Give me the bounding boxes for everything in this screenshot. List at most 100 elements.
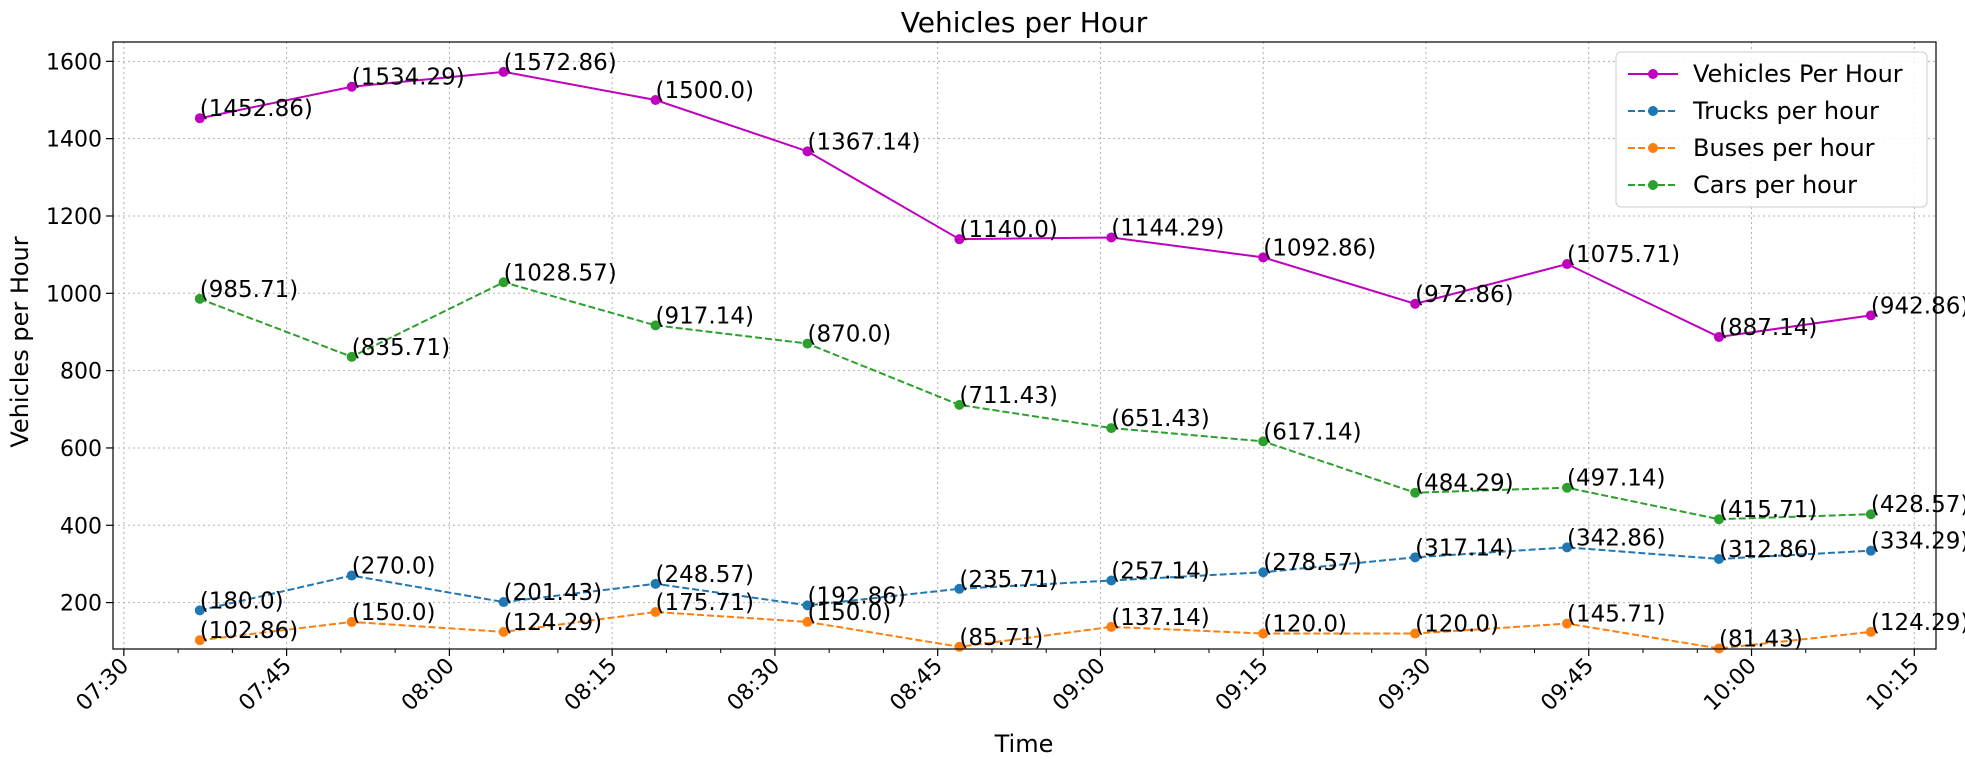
data-label: (124.29): [1871, 610, 1965, 636]
data-point: [1562, 618, 1573, 629]
data-point: [1106, 621, 1117, 632]
data-label: (201.43): [504, 580, 602, 606]
data-point: [346, 351, 357, 362]
data-label: (1367.14): [807, 129, 920, 155]
data-point: [1258, 567, 1269, 578]
legend-label-3: Cars per hour: [1693, 171, 1857, 199]
data-label: (312.86): [1719, 537, 1817, 563]
data-point: [650, 578, 661, 589]
series-layer: [194, 66, 1876, 654]
data-point: [1713, 553, 1724, 564]
x-tick-label: 09:15: [1211, 654, 1274, 717]
data-label: (278.57): [1263, 550, 1361, 576]
data-point: [194, 293, 205, 304]
data-label: (887.14): [1719, 315, 1817, 341]
data-point: [954, 583, 965, 594]
y-axis: 200 400 600 800 1000 1200 1400 1600: [46, 50, 113, 617]
data-point: [1410, 628, 1421, 639]
data-point: [1865, 626, 1876, 637]
data-point: [802, 616, 813, 627]
data-label: (192.86): [807, 583, 905, 609]
data-label: (942.86): [1871, 293, 1965, 319]
legend-marker-0: [1648, 69, 1658, 79]
data-label: (835.71): [352, 335, 450, 361]
data-label: (102.86): [200, 618, 298, 644]
x-tick-label: 08:45: [885, 654, 948, 717]
data-label: (248.57): [656, 562, 754, 588]
data-label: (180.0): [200, 588, 284, 614]
data-label: (120.0): [1415, 612, 1499, 638]
data-point: [498, 277, 509, 288]
data-labels: (1452.86) (1534.29) (1572.86) (1500.0) (1367…: [200, 50, 1965, 653]
y-tick-label: 200: [60, 592, 102, 617]
data-point: [498, 597, 509, 608]
legend-marker-2: [1648, 143, 1658, 153]
data-point: [1106, 423, 1117, 434]
data-point: [1562, 259, 1573, 270]
data-point: [1106, 232, 1117, 243]
legend-marker-3: [1648, 180, 1658, 190]
data-point: [346, 81, 357, 92]
x-tick-label: 08:00: [397, 654, 460, 717]
data-label: (175.71): [656, 590, 754, 616]
data-point: [802, 146, 813, 157]
data-label: (150.0): [352, 600, 436, 626]
data-label: (972.86): [1415, 282, 1513, 308]
data-point: [1865, 310, 1876, 321]
x-tick-label: 08:30: [723, 654, 786, 717]
data-label: (1500.0): [656, 78, 754, 104]
data-point: [1258, 252, 1269, 263]
data-point: [194, 113, 205, 124]
data-point: [346, 570, 357, 581]
data-label: (334.29): [1871, 529, 1965, 555]
data-label: (651.43): [1111, 406, 1209, 432]
data-label: (711.43): [959, 383, 1057, 409]
data-point: [346, 616, 357, 627]
data-point: [1410, 298, 1421, 309]
data-label: (137.14): [1111, 605, 1209, 631]
x-tick-label: 07:30: [72, 654, 135, 717]
data-point: [194, 605, 205, 616]
x-tick-label: 10:00: [1699, 654, 1762, 717]
data-point: [1258, 436, 1269, 447]
y-tick-label: 1600: [46, 50, 102, 75]
x-tick-label: 09:30: [1374, 654, 1437, 717]
data-label: (257.14): [1111, 559, 1209, 585]
x-axis: 07:30 07:45 08:00 08:15 08:30 08:45 09:00 09:15…: [72, 649, 1925, 716]
y-tick-label: 1200: [46, 205, 102, 230]
data-point: [1562, 542, 1573, 553]
data-label: (342.86): [1567, 525, 1665, 551]
data-label: (497.14): [1567, 466, 1665, 492]
y-tick-label: 1000: [46, 282, 102, 307]
x-tick-label: 07:45: [234, 654, 297, 717]
data-point: [954, 399, 965, 410]
data-point: [1713, 331, 1724, 342]
x-tick-label: 09:00: [1048, 654, 1111, 717]
data-label: (484.29): [1415, 471, 1513, 497]
data-label: (1075.71): [1567, 242, 1680, 268]
data-label: (917.14): [656, 303, 754, 329]
x-tick-label: 10:15: [1862, 654, 1925, 717]
data-label: (85.71): [959, 625, 1043, 651]
data-point: [650, 606, 661, 617]
y-tick-label: 600: [60, 437, 102, 462]
series-line-2: [199, 610, 1872, 650]
data-point: [1410, 487, 1421, 498]
grid: [113, 42, 1936, 649]
data-point: [1410, 552, 1421, 563]
data-point: [1258, 628, 1269, 639]
data-label: (617.14): [1263, 419, 1361, 445]
data-point: [1865, 545, 1876, 556]
legend-label-0: Vehicles Per Hour: [1693, 60, 1903, 88]
series-line-3: [199, 281, 1871, 521]
data-point: [954, 234, 965, 245]
chart-title: Vehicles per Hour: [901, 6, 1148, 39]
data-label: (870.0): [807, 322, 891, 348]
y-tick-label: 400: [60, 514, 102, 539]
y-axis-label: Vehicles per Hour: [6, 236, 34, 447]
data-label: (235.71): [959, 567, 1057, 593]
data-label: (428.57): [1871, 492, 1965, 518]
data-point: [498, 626, 509, 637]
data-point: [650, 94, 661, 105]
